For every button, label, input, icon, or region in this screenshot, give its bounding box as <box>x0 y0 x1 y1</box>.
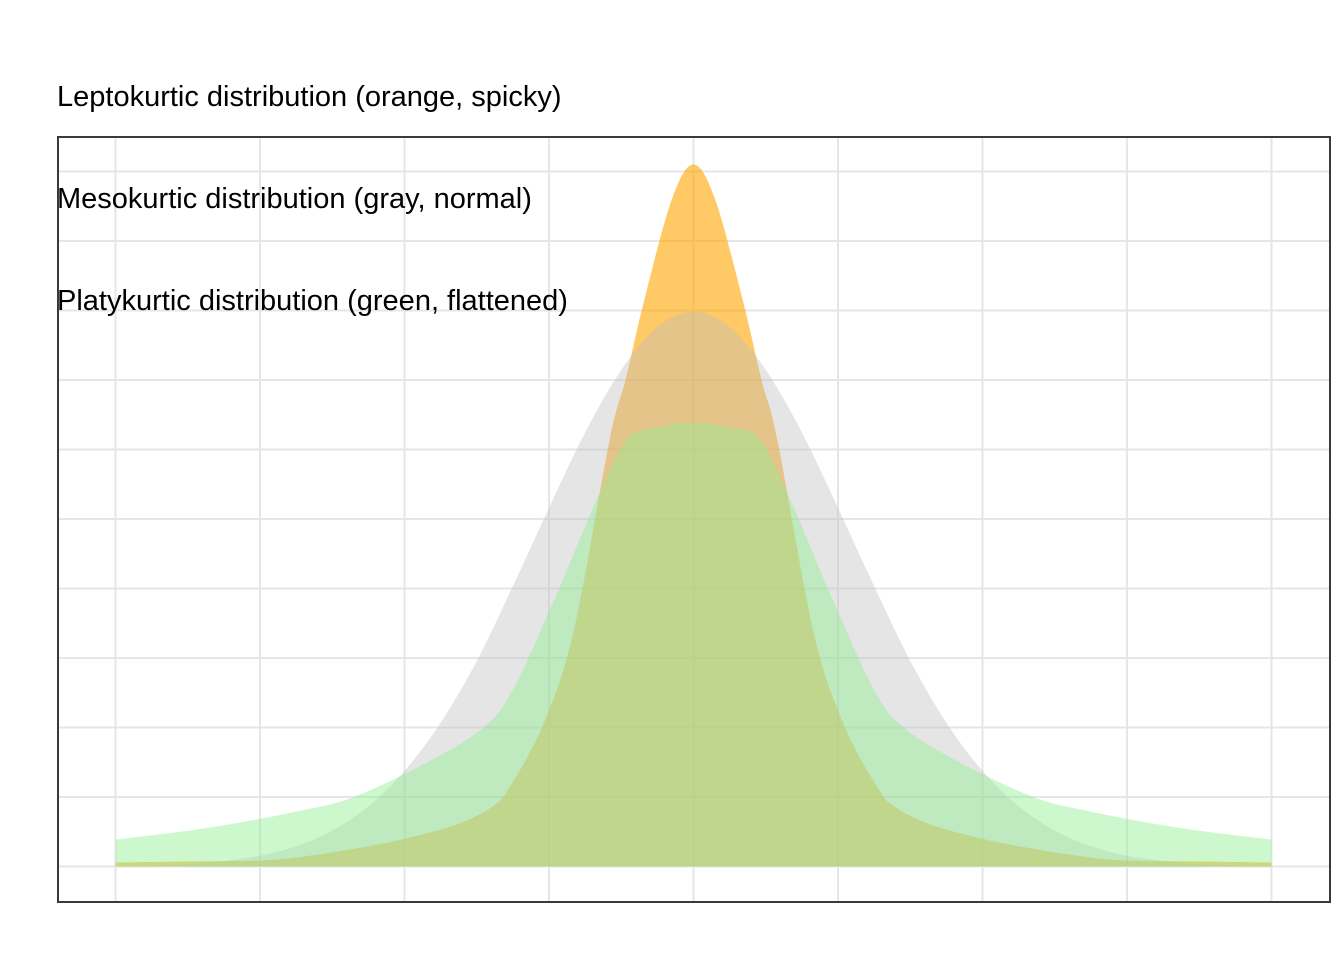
leptokurtic-distribution-area <box>115 164 1272 867</box>
panel-border <box>57 136 1331 903</box>
platykurtic-distribution-area <box>115 422 1272 867</box>
mesokurtic-distribution-area <box>115 311 1272 867</box>
chart-title-line-platykurtic: Platykurtic distribution (green, flatten… <box>57 285 568 317</box>
chart-title: Leptokurtic distribution (orange, spicky… <box>57 12 568 386</box>
chart-title-line-mesokurtic: Mesokurtic distribution (gray, normal) <box>57 183 532 215</box>
distribution-areas <box>115 164 1272 867</box>
chart-title-line-leptokurtic: Leptokurtic distribution (orange, spicky… <box>57 81 562 113</box>
